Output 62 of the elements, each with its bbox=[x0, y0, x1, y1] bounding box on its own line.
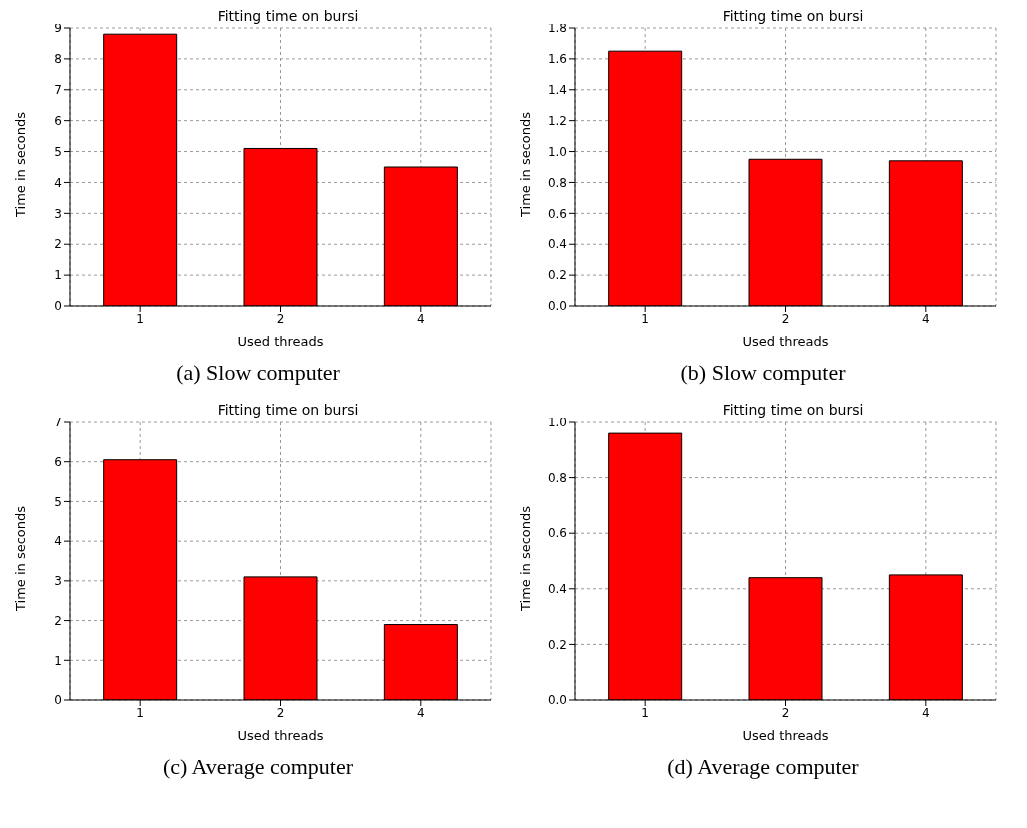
y-tick-label: 2 bbox=[54, 613, 62, 628]
x-tick-label: 1 bbox=[136, 705, 144, 720]
y-tick-label: 0.2 bbox=[547, 637, 567, 652]
x-tick-label: 2 bbox=[276, 705, 285, 720]
y-tick-label: 5 bbox=[54, 494, 62, 509]
text: (a) Slow computer bbox=[175, 360, 341, 386]
y-tick-label: 0.4 bbox=[547, 237, 567, 252]
y-tick-label: 0.4 bbox=[547, 582, 567, 597]
y-axis-title: Time in seconds bbox=[12, 505, 28, 612]
y-tick-label: 2 bbox=[54, 237, 62, 252]
x-axis-title: Used threads bbox=[742, 334, 829, 349]
y-tick-label: 0.0 bbox=[547, 693, 567, 708]
y-tick-label: 1.0 bbox=[547, 415, 567, 430]
y-tick-label: 9 bbox=[54, 21, 62, 36]
y-tick-label: 0.6 bbox=[547, 206, 567, 221]
x-tick-label: 4 bbox=[417, 705, 425, 720]
y-tick-label: 4 bbox=[54, 534, 62, 549]
y-tick-label: 1 bbox=[54, 653, 62, 668]
x-tick-label: 2 bbox=[781, 311, 790, 326]
y-axis-title: Time in seconds bbox=[12, 111, 28, 218]
y-axis-title: Time in seconds bbox=[517, 505, 533, 612]
text: (b) Slow computer bbox=[679, 360, 847, 386]
y-tick-label: 8 bbox=[54, 52, 62, 67]
y-tick-label: 0 bbox=[54, 299, 62, 314]
x-tick-label: 4 bbox=[922, 705, 930, 720]
x-tick-label: 1 bbox=[641, 311, 649, 326]
y-tick-label: 4 bbox=[54, 175, 62, 190]
y-tick-label: 6 bbox=[54, 454, 62, 469]
text: (d) Average computer bbox=[666, 754, 860, 780]
text: (c) Average computer bbox=[161, 754, 355, 780]
chart-title: Fitting time on bursi bbox=[722, 8, 864, 24]
y-tick-label: 3 bbox=[54, 206, 62, 221]
y-tick-label: 7 bbox=[54, 83, 62, 98]
x-axis-title: Used threads bbox=[237, 728, 324, 743]
chart-title: Fitting time on bursi bbox=[217, 402, 359, 418]
y-tick-label: 1.8 bbox=[547, 21, 567, 36]
x-tick-label: 1 bbox=[641, 705, 649, 720]
y-tick-label: 1.6 bbox=[547, 52, 567, 67]
y-tick-label: 5 bbox=[54, 144, 62, 159]
chart-title: Fitting time on bursi bbox=[722, 402, 864, 418]
x-tick-label: 1 bbox=[136, 311, 144, 326]
x-tick-label: 2 bbox=[276, 311, 285, 326]
y-tick-label: 1 bbox=[54, 268, 62, 283]
chart-title: Fitting time on bursi bbox=[217, 8, 359, 24]
y-tick-label: 7 bbox=[54, 415, 62, 430]
y-tick-label: 1.4 bbox=[547, 83, 567, 98]
x-axis-title: Used threads bbox=[742, 728, 829, 743]
y-tick-label: 0.0 bbox=[547, 299, 567, 314]
y-tick-label: 0.8 bbox=[547, 470, 567, 485]
y-tick-label: 6 bbox=[54, 113, 62, 128]
y-tick-label: 0.8 bbox=[547, 175, 567, 190]
y-axis-title: Time in seconds bbox=[517, 111, 533, 218]
y-tick-label: 1.2 bbox=[547, 113, 567, 128]
y-tick-label: 0.6 bbox=[547, 526, 567, 541]
x-tick-label: 4 bbox=[922, 311, 930, 326]
y-tick-label: 1.0 bbox=[547, 144, 567, 159]
x-tick-label: 2 bbox=[781, 705, 790, 720]
y-tick-label: 3 bbox=[54, 574, 62, 589]
y-tick-label: 0.2 bbox=[547, 268, 567, 283]
y-tick-label: 0 bbox=[54, 693, 62, 708]
x-axis-title: Used threads bbox=[237, 334, 324, 349]
x-tick-label: 4 bbox=[417, 311, 425, 326]
